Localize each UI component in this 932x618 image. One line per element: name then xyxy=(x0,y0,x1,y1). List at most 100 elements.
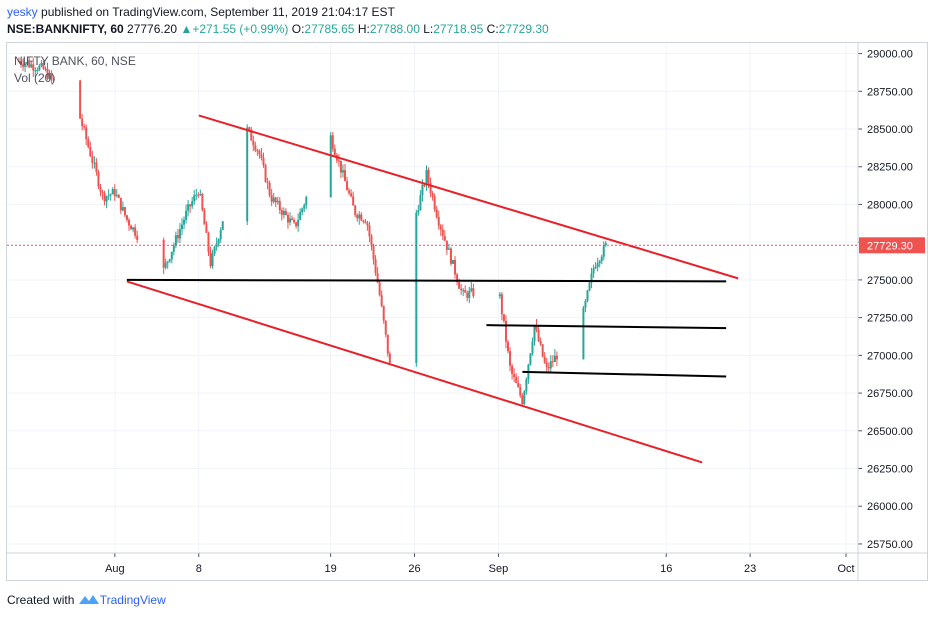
candle-body xyxy=(547,366,550,369)
candle-body xyxy=(276,200,279,203)
candle-body xyxy=(451,259,454,264)
candle-body xyxy=(117,195,120,198)
candle-body xyxy=(348,190,351,194)
candle-body xyxy=(504,320,507,342)
candle-body xyxy=(268,182,271,196)
candle-body xyxy=(378,282,381,295)
candle-body xyxy=(44,68,47,70)
candle-body xyxy=(592,268,595,274)
candle-body xyxy=(356,215,359,219)
high-label: H: xyxy=(357,22,370,36)
candle-body xyxy=(83,126,86,128)
candle-body xyxy=(511,365,514,375)
candle-body xyxy=(602,245,605,257)
candle-body xyxy=(17,61,20,63)
candle-body xyxy=(417,210,420,213)
candle-body xyxy=(509,351,512,366)
candle-body xyxy=(266,181,269,183)
candle-body xyxy=(217,239,220,244)
candle-body xyxy=(372,245,375,260)
candle-body xyxy=(337,160,340,162)
chart-frame[interactable] xyxy=(6,42,928,581)
low-value: 27718.95 xyxy=(433,22,484,36)
candle-body xyxy=(431,193,434,197)
candle-body xyxy=(360,214,363,221)
candle-body xyxy=(586,290,589,301)
candle-body xyxy=(464,290,467,293)
candle-body xyxy=(472,288,475,297)
candle-body xyxy=(519,387,522,396)
y-tick-label: 27000.00 xyxy=(867,350,913,362)
candle-body xyxy=(187,204,190,211)
candle-body xyxy=(111,189,114,195)
candle-body xyxy=(32,64,35,71)
candle-body xyxy=(376,273,379,283)
candle-body xyxy=(250,129,253,141)
candle-body xyxy=(553,355,556,363)
candle-body xyxy=(423,184,426,186)
candle-body xyxy=(295,222,298,227)
candle-body xyxy=(89,146,92,157)
candle-body xyxy=(545,362,548,367)
tradingview-brand[interactable]: TradingView xyxy=(99,593,166,607)
candle-body xyxy=(539,340,542,345)
candle-body xyxy=(30,64,33,68)
candle-body xyxy=(523,391,526,405)
high-value: 27788.00 xyxy=(369,22,420,36)
candle-body xyxy=(386,334,389,354)
candle-body xyxy=(221,221,224,230)
candle-body xyxy=(48,72,51,79)
candle-body xyxy=(525,379,528,392)
candle-body xyxy=(199,193,202,196)
candle-body xyxy=(366,222,369,226)
candle-body xyxy=(521,395,524,405)
candle-body xyxy=(286,214,289,223)
legend-volume[interactable]: Vol (20) xyxy=(14,71,56,85)
tradingview-logo-icon[interactable] xyxy=(78,593,100,607)
candle-body xyxy=(280,210,283,215)
candle-body xyxy=(291,218,294,220)
candle-body xyxy=(195,194,198,196)
candle-body xyxy=(166,261,169,263)
candle-body xyxy=(103,193,106,202)
candle-body xyxy=(596,263,599,267)
candle-body xyxy=(513,374,516,378)
candle-body xyxy=(38,65,41,71)
chart-grid xyxy=(7,43,858,553)
open-label: O: xyxy=(291,22,305,36)
candle-body xyxy=(101,191,104,194)
y-tick-label: 28750.00 xyxy=(867,86,913,98)
candle-body xyxy=(219,229,222,240)
candle-body xyxy=(42,63,45,69)
candle-body xyxy=(168,259,171,262)
candle-body xyxy=(352,196,355,206)
candle-body xyxy=(350,193,353,197)
author-link[interactable]: yesky xyxy=(7,5,38,19)
candle-body xyxy=(28,62,31,68)
candles xyxy=(17,57,607,406)
y-tick-label: 26750.00 xyxy=(867,388,913,400)
candle-body xyxy=(264,165,267,182)
candle-body xyxy=(388,353,391,364)
candle-body xyxy=(594,266,597,269)
chart-legend: NIFTY BANK, 60, NSE Vol (20) xyxy=(14,53,136,87)
candle-body xyxy=(533,325,536,342)
candle-body xyxy=(288,218,291,223)
candle-body xyxy=(183,219,186,225)
candle-body xyxy=(36,70,39,72)
close-label: C: xyxy=(486,22,499,36)
x-tick-label: Sep xyxy=(489,563,509,575)
candle-body xyxy=(128,219,131,226)
candle-body xyxy=(439,225,442,230)
x-tick-label: 23 xyxy=(744,563,756,575)
change-up-icon: ▲ xyxy=(180,22,193,36)
candle-body xyxy=(213,246,216,254)
candle-body xyxy=(254,145,257,151)
candle-body xyxy=(370,236,373,246)
ohlc-bar: NSE:BANKNIFTY, 60 27776.20 ▲+271.55 (+0.… xyxy=(7,21,549,37)
candle-body xyxy=(515,377,518,383)
y-tick-label: 28500.00 xyxy=(867,124,913,136)
candle-body xyxy=(590,273,593,283)
trendline-lower-channel xyxy=(126,280,703,464)
